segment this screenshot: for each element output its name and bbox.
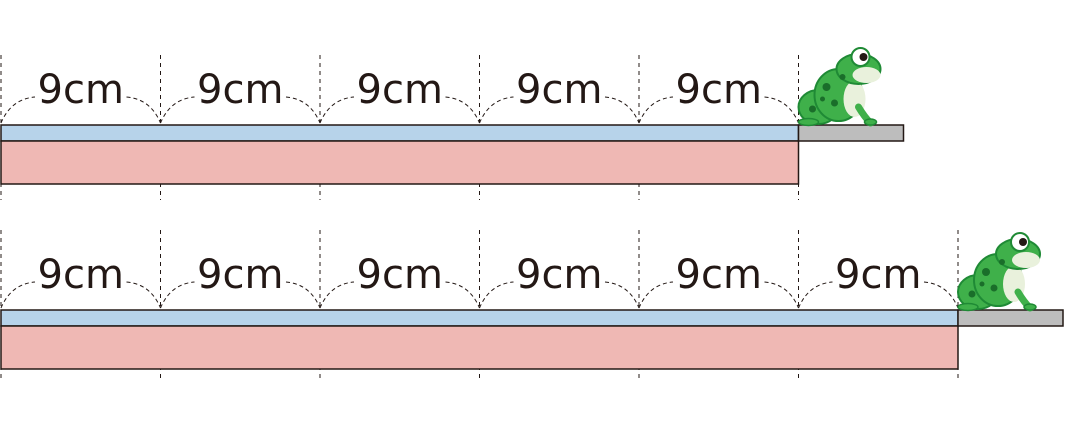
jump-arc-right	[764, 281, 799, 309]
jump-arc-left	[638, 96, 674, 124]
jump-distance-label: 9cm	[676, 67, 762, 113]
jump-arc-right	[285, 96, 321, 124]
pink-tape	[0, 140, 800, 185]
jump-distance-label: 9cm	[197, 67, 283, 113]
frog-icon	[799, 48, 881, 126]
tapes	[0, 124, 1064, 370]
jump-arc-right	[445, 281, 480, 309]
jump-arc-left	[0, 96, 36, 124]
platform	[957, 309, 1064, 327]
jump-arc-right	[604, 96, 640, 124]
jump-arc-right	[126, 96, 161, 124]
jump-arc-left	[319, 96, 355, 124]
jump-arc-left	[319, 281, 355, 309]
jump-arc-right	[285, 281, 321, 309]
blue-tape	[0, 309, 959, 327]
jump-distance-label: 9cm	[516, 67, 602, 113]
jump-arc-right	[604, 281, 640, 309]
jump-distance-label: 9cm	[38, 252, 124, 298]
pink-tape	[0, 325, 959, 370]
jump-arc-left	[798, 281, 833, 309]
jump-distance-label: 9cm	[676, 252, 762, 298]
jump-arc-right	[923, 281, 959, 309]
jump-arc-right	[764, 96, 799, 124]
jump-distance-label: 9cm	[357, 67, 443, 113]
jump-arc-right	[445, 96, 480, 124]
jump-labels: 9cm 9cm 9cm 9cm 9cm 9cm 9cm 9cm 9cm 9cm 9cm	[38, 67, 922, 298]
jump-arc-left	[0, 281, 36, 309]
jump-arc-right	[126, 281, 161, 309]
jump-distance-label: 9cm	[357, 252, 443, 298]
jump-distance-label: 9cm	[835, 252, 921, 298]
jump-arc-left	[160, 96, 195, 124]
jump-arc-left	[479, 281, 514, 309]
frog-icon	[958, 233, 1040, 311]
jump-distance-label: 9cm	[38, 67, 124, 113]
blue-tape	[0, 124, 800, 142]
platform	[797, 124, 905, 142]
jump-distance-label: 9cm	[197, 252, 283, 298]
jump-distance-label: 9cm	[516, 252, 602, 298]
jump-arc-left	[160, 281, 195, 309]
jump-arc-left	[479, 96, 514, 124]
jump-arc-left	[638, 281, 674, 309]
